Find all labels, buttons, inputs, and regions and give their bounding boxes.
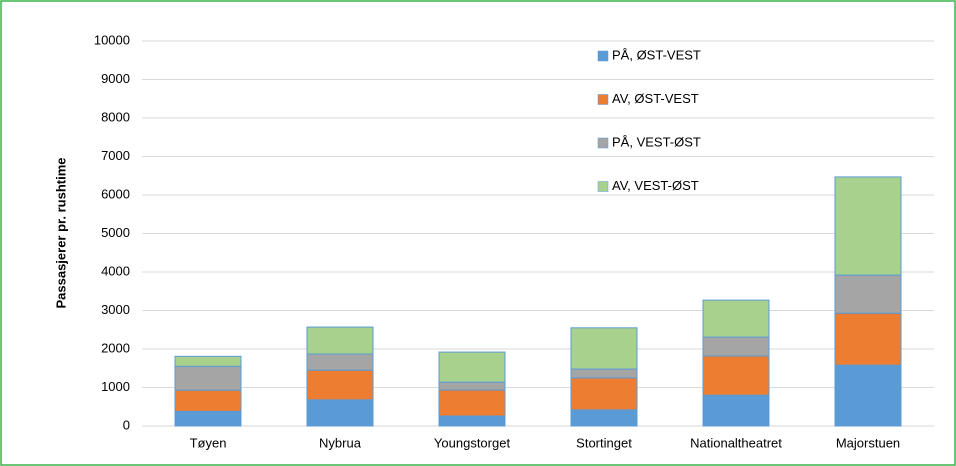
bar-segment bbox=[306, 353, 374, 371]
bar-segment bbox=[834, 176, 902, 276]
legend-swatch bbox=[597, 181, 609, 192]
x-tick-label: Tøyen bbox=[190, 435, 227, 450]
bar-segment bbox=[702, 355, 770, 396]
bar-segment bbox=[438, 389, 506, 417]
y-tick-label: 6000 bbox=[101, 186, 130, 201]
bar-segment bbox=[438, 415, 506, 427]
bar-segment bbox=[702, 394, 770, 427]
y-tick-label: 2000 bbox=[101, 340, 130, 355]
legend-label: PÅ, ØST-VEST bbox=[612, 47, 701, 62]
x-tick-label: Nationaltheatret bbox=[690, 435, 782, 450]
bar-segment bbox=[174, 389, 242, 412]
bar-segment bbox=[702, 299, 770, 338]
x-tick-label: Majorstuen bbox=[836, 435, 900, 450]
y-tick-label: 1000 bbox=[101, 379, 130, 394]
bar-segment bbox=[570, 368, 638, 379]
y-tick-label: 7000 bbox=[101, 148, 130, 163]
y-tick-label: 8000 bbox=[101, 109, 130, 124]
legend-label: AV, VEST-ØST bbox=[612, 178, 699, 193]
y-tick-label: 5000 bbox=[101, 225, 130, 240]
bar-segment bbox=[570, 327, 638, 370]
legend-swatch bbox=[597, 137, 609, 149]
bar-segment bbox=[834, 312, 902, 366]
y-tick-label: 10000 bbox=[94, 32, 130, 47]
bar-segment bbox=[174, 365, 242, 391]
bar-segment bbox=[570, 409, 638, 427]
bar-segment bbox=[570, 377, 638, 411]
y-tick-label: 4000 bbox=[101, 263, 130, 278]
bar-segment bbox=[438, 351, 506, 383]
y-tick-label: 9000 bbox=[101, 71, 130, 86]
bar-segment bbox=[834, 274, 902, 314]
legend-swatch bbox=[597, 94, 609, 105]
bar-segment bbox=[834, 364, 902, 427]
y-tick-label: 3000 bbox=[101, 302, 130, 317]
bar-segment bbox=[174, 355, 242, 367]
legend-label: AV, ØST-VEST bbox=[612, 91, 699, 106]
y-axis-label: Passasjerer pr. rushtime bbox=[53, 157, 68, 308]
legend-swatch bbox=[597, 50, 609, 62]
bar-segment bbox=[306, 399, 374, 427]
x-tick-label: Nybrua bbox=[319, 435, 362, 450]
bar-segment bbox=[174, 410, 242, 427]
bar-segment bbox=[306, 369, 374, 401]
x-tick-label: Youngstorget bbox=[434, 435, 511, 450]
bar-segment bbox=[702, 336, 770, 357]
bar-segment bbox=[438, 381, 506, 391]
legend-label: PÅ, VEST-ØST bbox=[612, 134, 701, 149]
bar-segment bbox=[306, 326, 374, 355]
y-tick-label: 0 bbox=[123, 417, 130, 432]
x-tick-label: Stortinget bbox=[576, 435, 632, 450]
